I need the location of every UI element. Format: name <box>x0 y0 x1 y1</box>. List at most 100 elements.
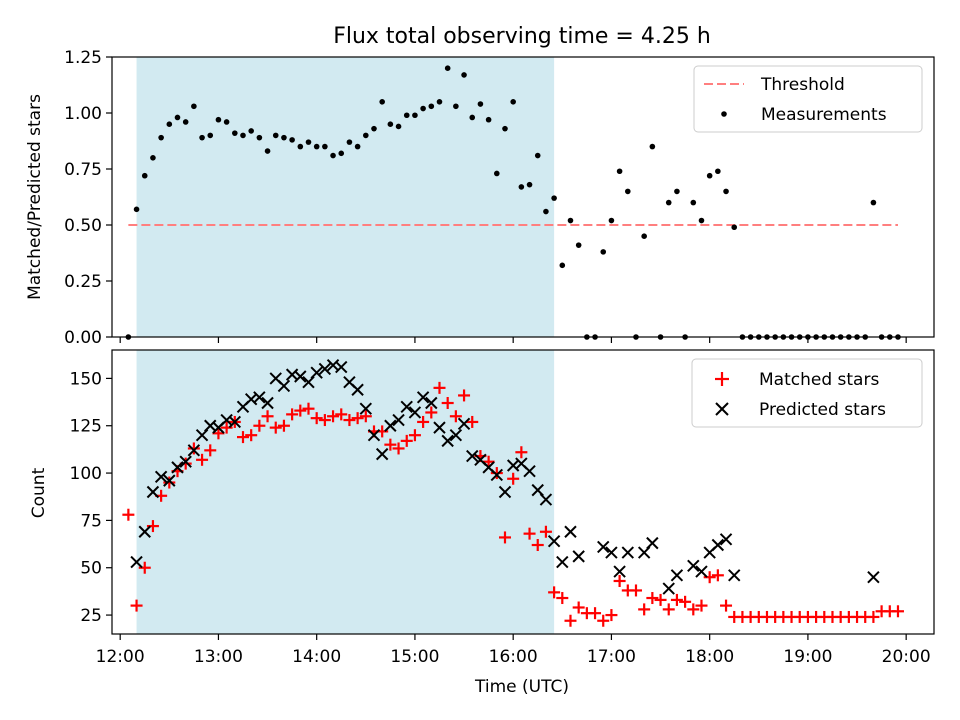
matched-stars-point <box>343 414 356 427</box>
matched-stars-point <box>867 610 880 623</box>
predicted-stars-point <box>695 565 708 578</box>
matched-stars-point <box>548 586 561 599</box>
matched-stars-point <box>662 603 675 616</box>
y-tick-label: 150 <box>70 369 102 389</box>
measurements-point <box>158 134 164 141</box>
matched-stars-point <box>646 592 659 605</box>
matched-stars-point <box>670 593 683 606</box>
predicted-stars-point <box>597 540 610 554</box>
matched-stars-point <box>269 421 282 434</box>
measurements-point <box>256 134 263 141</box>
predicted-stars-point <box>523 464 536 478</box>
predicted-stars-point <box>449 428 463 442</box>
predicted-stars-point <box>670 569 684 582</box>
y-tick-label: 0.75 <box>64 160 102 180</box>
predicted-stars-point <box>719 533 733 546</box>
measurements-point <box>649 143 656 150</box>
measurements-point <box>543 208 549 215</box>
measurements-point <box>641 233 647 239</box>
matched-stars-point <box>261 410 274 423</box>
x-tick-label: 19:00 <box>783 647 832 667</box>
y-tick-label: 25 <box>80 606 102 626</box>
bottom-y-axis-label: Count <box>29 467 49 518</box>
matched-stars-point <box>695 599 708 612</box>
predicted-stars-point <box>441 434 454 448</box>
matched-stars-point <box>318 414 331 427</box>
predicted-stars-point <box>253 391 266 404</box>
plot-series <box>125 65 901 340</box>
legend-box <box>693 65 923 133</box>
x-tick-label: 16:00 <box>489 647 538 667</box>
y-tick-label: 75 <box>80 511 102 531</box>
x-axis-ticks <box>119 337 907 343</box>
matched-stars-point <box>597 614 610 627</box>
matched-stars-point <box>466 415 479 428</box>
shaded-region <box>136 350 555 634</box>
measurements-point <box>510 99 516 105</box>
predicted-stars-point <box>154 470 168 484</box>
matched-stars-point <box>482 455 495 468</box>
matched-stars-point <box>130 599 143 612</box>
matched-stars-point <box>507 472 520 485</box>
legend-measurements-swatch <box>721 111 727 117</box>
matched-stars-point <box>654 593 667 606</box>
matched-stars-point <box>122 508 135 521</box>
top-panel-frame <box>111 56 935 338</box>
predicted-stars-point <box>261 396 274 410</box>
legend-threshold-label: Threshold <box>760 75 845 95</box>
measurements-point <box>174 114 181 121</box>
matched-stars-point <box>212 427 225 440</box>
matched-stars-point <box>638 603 651 616</box>
y-tick-label: 50 <box>80 559 102 579</box>
measurements-point <box>559 262 566 269</box>
predicted-stars-point <box>867 570 880 584</box>
matched-stars-point <box>294 404 307 417</box>
shaded-interval <box>136 57 555 337</box>
measurements-point <box>371 125 377 132</box>
legend-predicted-swatch <box>715 402 729 416</box>
predicted-stars-point <box>457 417 471 431</box>
matched-stars-point <box>392 442 405 455</box>
measurements-point <box>264 148 271 154</box>
measurements-point <box>223 119 230 125</box>
matched-stars-point <box>408 429 421 442</box>
matched-stars-point <box>425 406 438 419</box>
matched-stars-point <box>196 453 209 466</box>
matched-stars-point <box>605 609 618 622</box>
measurements-point <box>281 134 287 141</box>
measurements-point <box>518 184 525 190</box>
predicted-stars-point <box>687 559 700 573</box>
matched-stars-point <box>138 561 151 574</box>
measurements-point <box>715 168 721 175</box>
matched-stars-point <box>720 599 733 612</box>
legend-matched-label: Matched stars <box>759 370 879 390</box>
matched-stars-point <box>564 614 577 627</box>
matched-stars-point <box>277 419 290 432</box>
matched-stars-point <box>327 410 340 423</box>
measurements-point <box>494 170 500 177</box>
measurements-point <box>207 132 214 139</box>
measurements-point <box>690 199 697 206</box>
bottom-legend: Matched stars Predicted stars <box>691 358 923 428</box>
top-legend: Threshold Measurements <box>693 65 923 133</box>
measurements-point <box>706 172 713 179</box>
predicted-stars-point <box>367 428 381 442</box>
predicted-stars-point <box>179 455 192 468</box>
predicted-stars-point <box>375 447 389 461</box>
matched-stars-point <box>589 607 602 620</box>
measurements-point <box>305 139 312 145</box>
predicted-stars-point <box>539 493 553 506</box>
measurements-point <box>330 152 336 159</box>
measurements-point <box>272 132 279 139</box>
measurements-point <box>608 217 615 224</box>
measurements-point <box>199 134 205 141</box>
plot-series <box>122 358 904 627</box>
predicted-stars-point <box>351 383 364 396</box>
predicted-stars-point <box>335 360 348 374</box>
measurements-point <box>534 152 541 159</box>
measurements-point <box>575 242 582 248</box>
bottom-panel: 25 50 75 100 125 150 12:00 13:00 14:00 15:00 16:0… <box>29 349 935 697</box>
predicted-stars-point <box>564 525 577 538</box>
predicted-stars-point <box>310 366 323 379</box>
